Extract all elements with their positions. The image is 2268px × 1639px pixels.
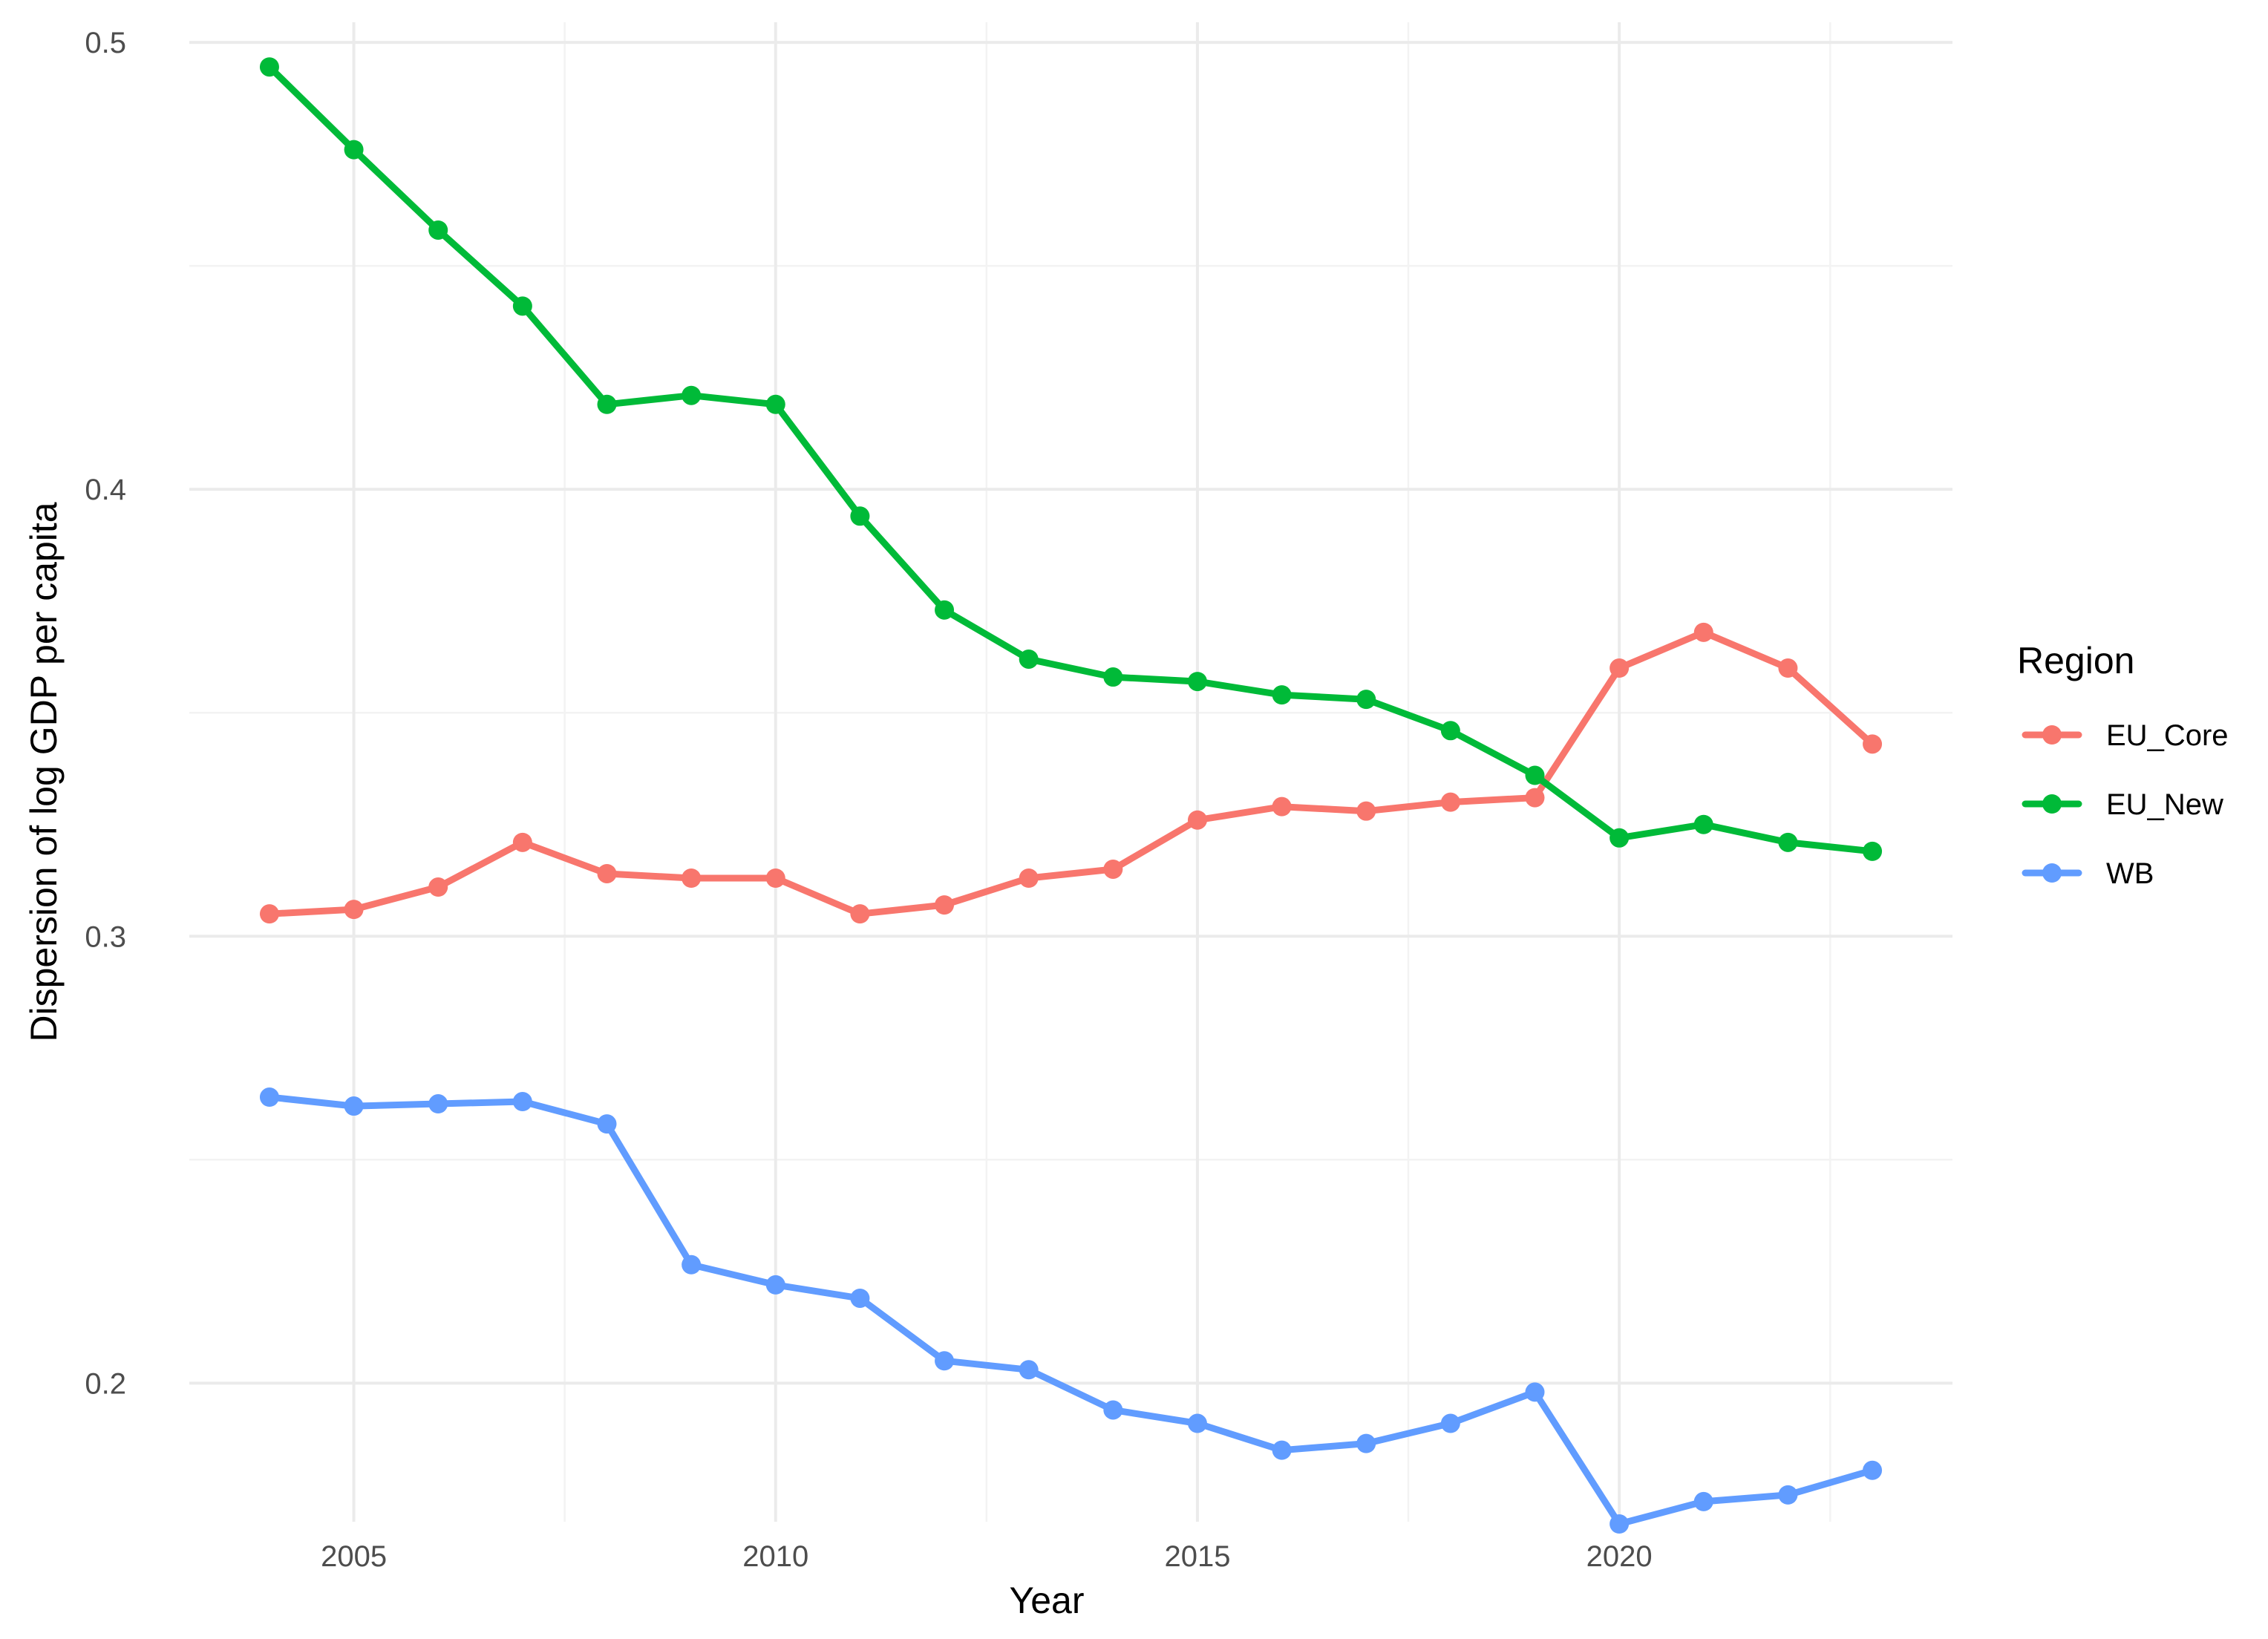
data-point-eu-new (597, 394, 617, 414)
legend-item-wb: WB (2022, 857, 2154, 890)
data-point-eu-core (1778, 658, 1798, 678)
data-point-eu-new (1610, 828, 1630, 848)
data-point-wb (1778, 1485, 1798, 1505)
data-point-wb (1693, 1491, 1713, 1511)
data-point-eu-new (1778, 832, 1798, 852)
data-point-wb (682, 1254, 702, 1275)
data-point-eu-core (1356, 801, 1376, 821)
minor-gridlines (189, 22, 1952, 1522)
legend-key-point (2042, 863, 2062, 883)
data-point-wb (1356, 1433, 1376, 1453)
data-point-eu-core (850, 904, 870, 924)
data-point-wb (1187, 1413, 1207, 1433)
series-line-eu-new (266, 63, 1876, 855)
y-tick-label: 0.5 (85, 27, 126, 59)
data-point-wb (344, 1096, 364, 1116)
data-point-eu-core (765, 868, 785, 888)
x-tick-label: 2005 (321, 1540, 387, 1573)
legend-label: WB (2106, 857, 2154, 890)
data-point-eu-new (512, 296, 532, 316)
data-point-eu-new (1272, 685, 1292, 705)
series-line-eu-core (266, 629, 1876, 917)
data-point-wb (765, 1275, 785, 1295)
data-point-eu-core (1019, 868, 1039, 888)
y-axis-tick-labels: 0.2 0.3 0.4 0.5 (85, 27, 126, 1400)
x-tick-label: 2020 (1586, 1540, 1653, 1573)
x-axis-title: Year (1009, 1580, 1084, 1621)
y-tick-label: 0.4 (85, 474, 126, 506)
data-point-eu-new (1440, 721, 1460, 741)
data-point-wb (1272, 1440, 1292, 1460)
data-point-eu-core (344, 900, 364, 920)
legend-item-eu-core: EU_Core (2022, 719, 2229, 752)
data-point-wb (1863, 1460, 1883, 1480)
data-point-wb (1610, 1514, 1630, 1534)
data-point-eu-core (1187, 810, 1207, 830)
series-lines (266, 63, 1876, 1528)
data-point-wb (850, 1288, 870, 1308)
data-point-eu-new (765, 394, 785, 414)
data-point-wb (1103, 1400, 1123, 1420)
legend-label: EU_Core (2106, 719, 2229, 752)
y-axis-title: Dispersion of log GDP per capita (23, 502, 65, 1041)
data-point-eu-core (1103, 859, 1123, 879)
data-point-eu-core (259, 904, 279, 924)
data-point-eu-new (1019, 649, 1039, 669)
data-point-eu-core (935, 895, 955, 915)
series-points (259, 57, 1883, 1534)
data-point-eu-core (597, 863, 617, 883)
data-point-wb (259, 1087, 279, 1108)
data-point-eu-core (512, 832, 532, 852)
data-point-wb (1019, 1360, 1039, 1380)
legend-title: Region (2017, 640, 2134, 681)
data-point-eu-core (1693, 622, 1713, 642)
y-tick-label: 0.3 (85, 920, 126, 953)
data-point-eu-new (1863, 841, 1883, 861)
data-point-eu-new (1187, 672, 1207, 692)
data-point-eu-new (1525, 765, 1545, 785)
legend-key-point (2042, 725, 2062, 745)
x-axis-tick-labels: 2005 2010 2015 2020 (321, 1540, 1653, 1573)
data-point-eu-core (1863, 734, 1883, 754)
data-point-eu-new (1356, 690, 1376, 710)
legend-label: EU_New (2106, 788, 2223, 821)
data-point-wb (597, 1114, 617, 1134)
legend-items: EU_Core EU_New WB (2022, 719, 2229, 890)
data-point-wb (935, 1351, 955, 1371)
data-point-eu-core (1440, 792, 1460, 812)
data-point-eu-core (1610, 658, 1630, 678)
data-point-eu-new (1693, 814, 1713, 834)
legend: Region EU_Core EU_New WB (2017, 640, 2229, 890)
x-tick-label: 2010 (742, 1540, 808, 1573)
y-tick-label: 0.2 (85, 1367, 126, 1400)
data-point-eu-new (259, 57, 279, 77)
data-point-eu-new (1103, 667, 1123, 687)
legend-item-eu-new: EU_New (2022, 788, 2223, 821)
data-point-eu-new (682, 385, 702, 405)
data-point-wb (1440, 1413, 1460, 1433)
data-point-eu-new (428, 220, 448, 240)
data-point-eu-core (1272, 796, 1292, 817)
data-point-eu-core (1525, 788, 1545, 808)
legend-key-point (2042, 794, 2062, 814)
data-point-eu-new (850, 506, 870, 526)
data-point-eu-core (682, 868, 702, 888)
series-line-wb (266, 1093, 1876, 1528)
data-point-wb (428, 1094, 448, 1114)
x-tick-label: 2015 (1164, 1540, 1230, 1573)
major-gridlines (189, 22, 1952, 1522)
data-point-eu-new (935, 600, 955, 620)
data-point-eu-new (344, 140, 364, 160)
data-point-wb (512, 1092, 532, 1112)
data-point-wb (1525, 1382, 1545, 1402)
data-point-eu-core (428, 877, 448, 897)
